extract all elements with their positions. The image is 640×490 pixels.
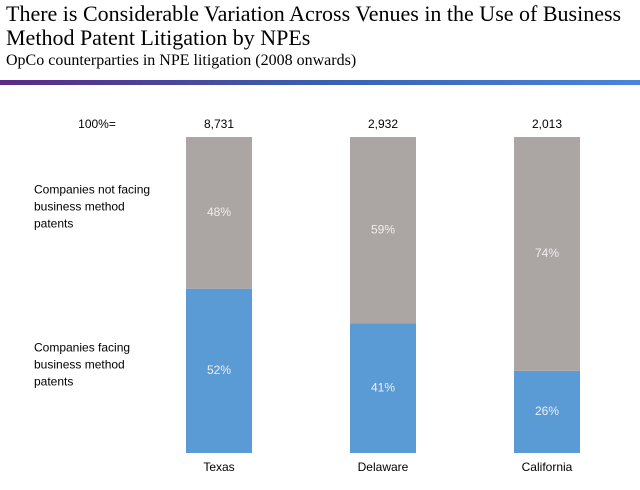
bar-segment [350,323,416,453]
x-tick-label: California [522,460,573,474]
total-label: 8,731 [204,117,234,131]
total-label: 2,013 [532,117,562,131]
header-rule [0,80,640,85]
x-tick-label: Texas [203,460,234,474]
value-label: 52% [207,363,231,377]
bar-segment [186,288,252,453]
value-label: 41% [371,380,395,394]
totals-label: 100%= [78,117,116,131]
bar-segment [350,137,416,324]
value-label: 26% [535,404,559,418]
bar-segment [186,137,252,289]
bar-segment [514,370,580,453]
chart-subtitle: OpCo counterparties in NPE litigation (2… [6,52,357,69]
bar-segment [514,137,580,371]
x-tick-label: Delaware [358,460,409,474]
value-label: 48% [207,205,231,219]
value-label: 59% [371,222,395,236]
total-label: 2,932 [368,117,398,131]
chart-title: There is Considerable Variation Across V… [6,1,622,50]
legend-entry: Companies not facing business method pat… [34,182,151,231]
legend-entry: Companies facing business method patents [34,340,131,389]
value-label: 74% [535,246,559,260]
